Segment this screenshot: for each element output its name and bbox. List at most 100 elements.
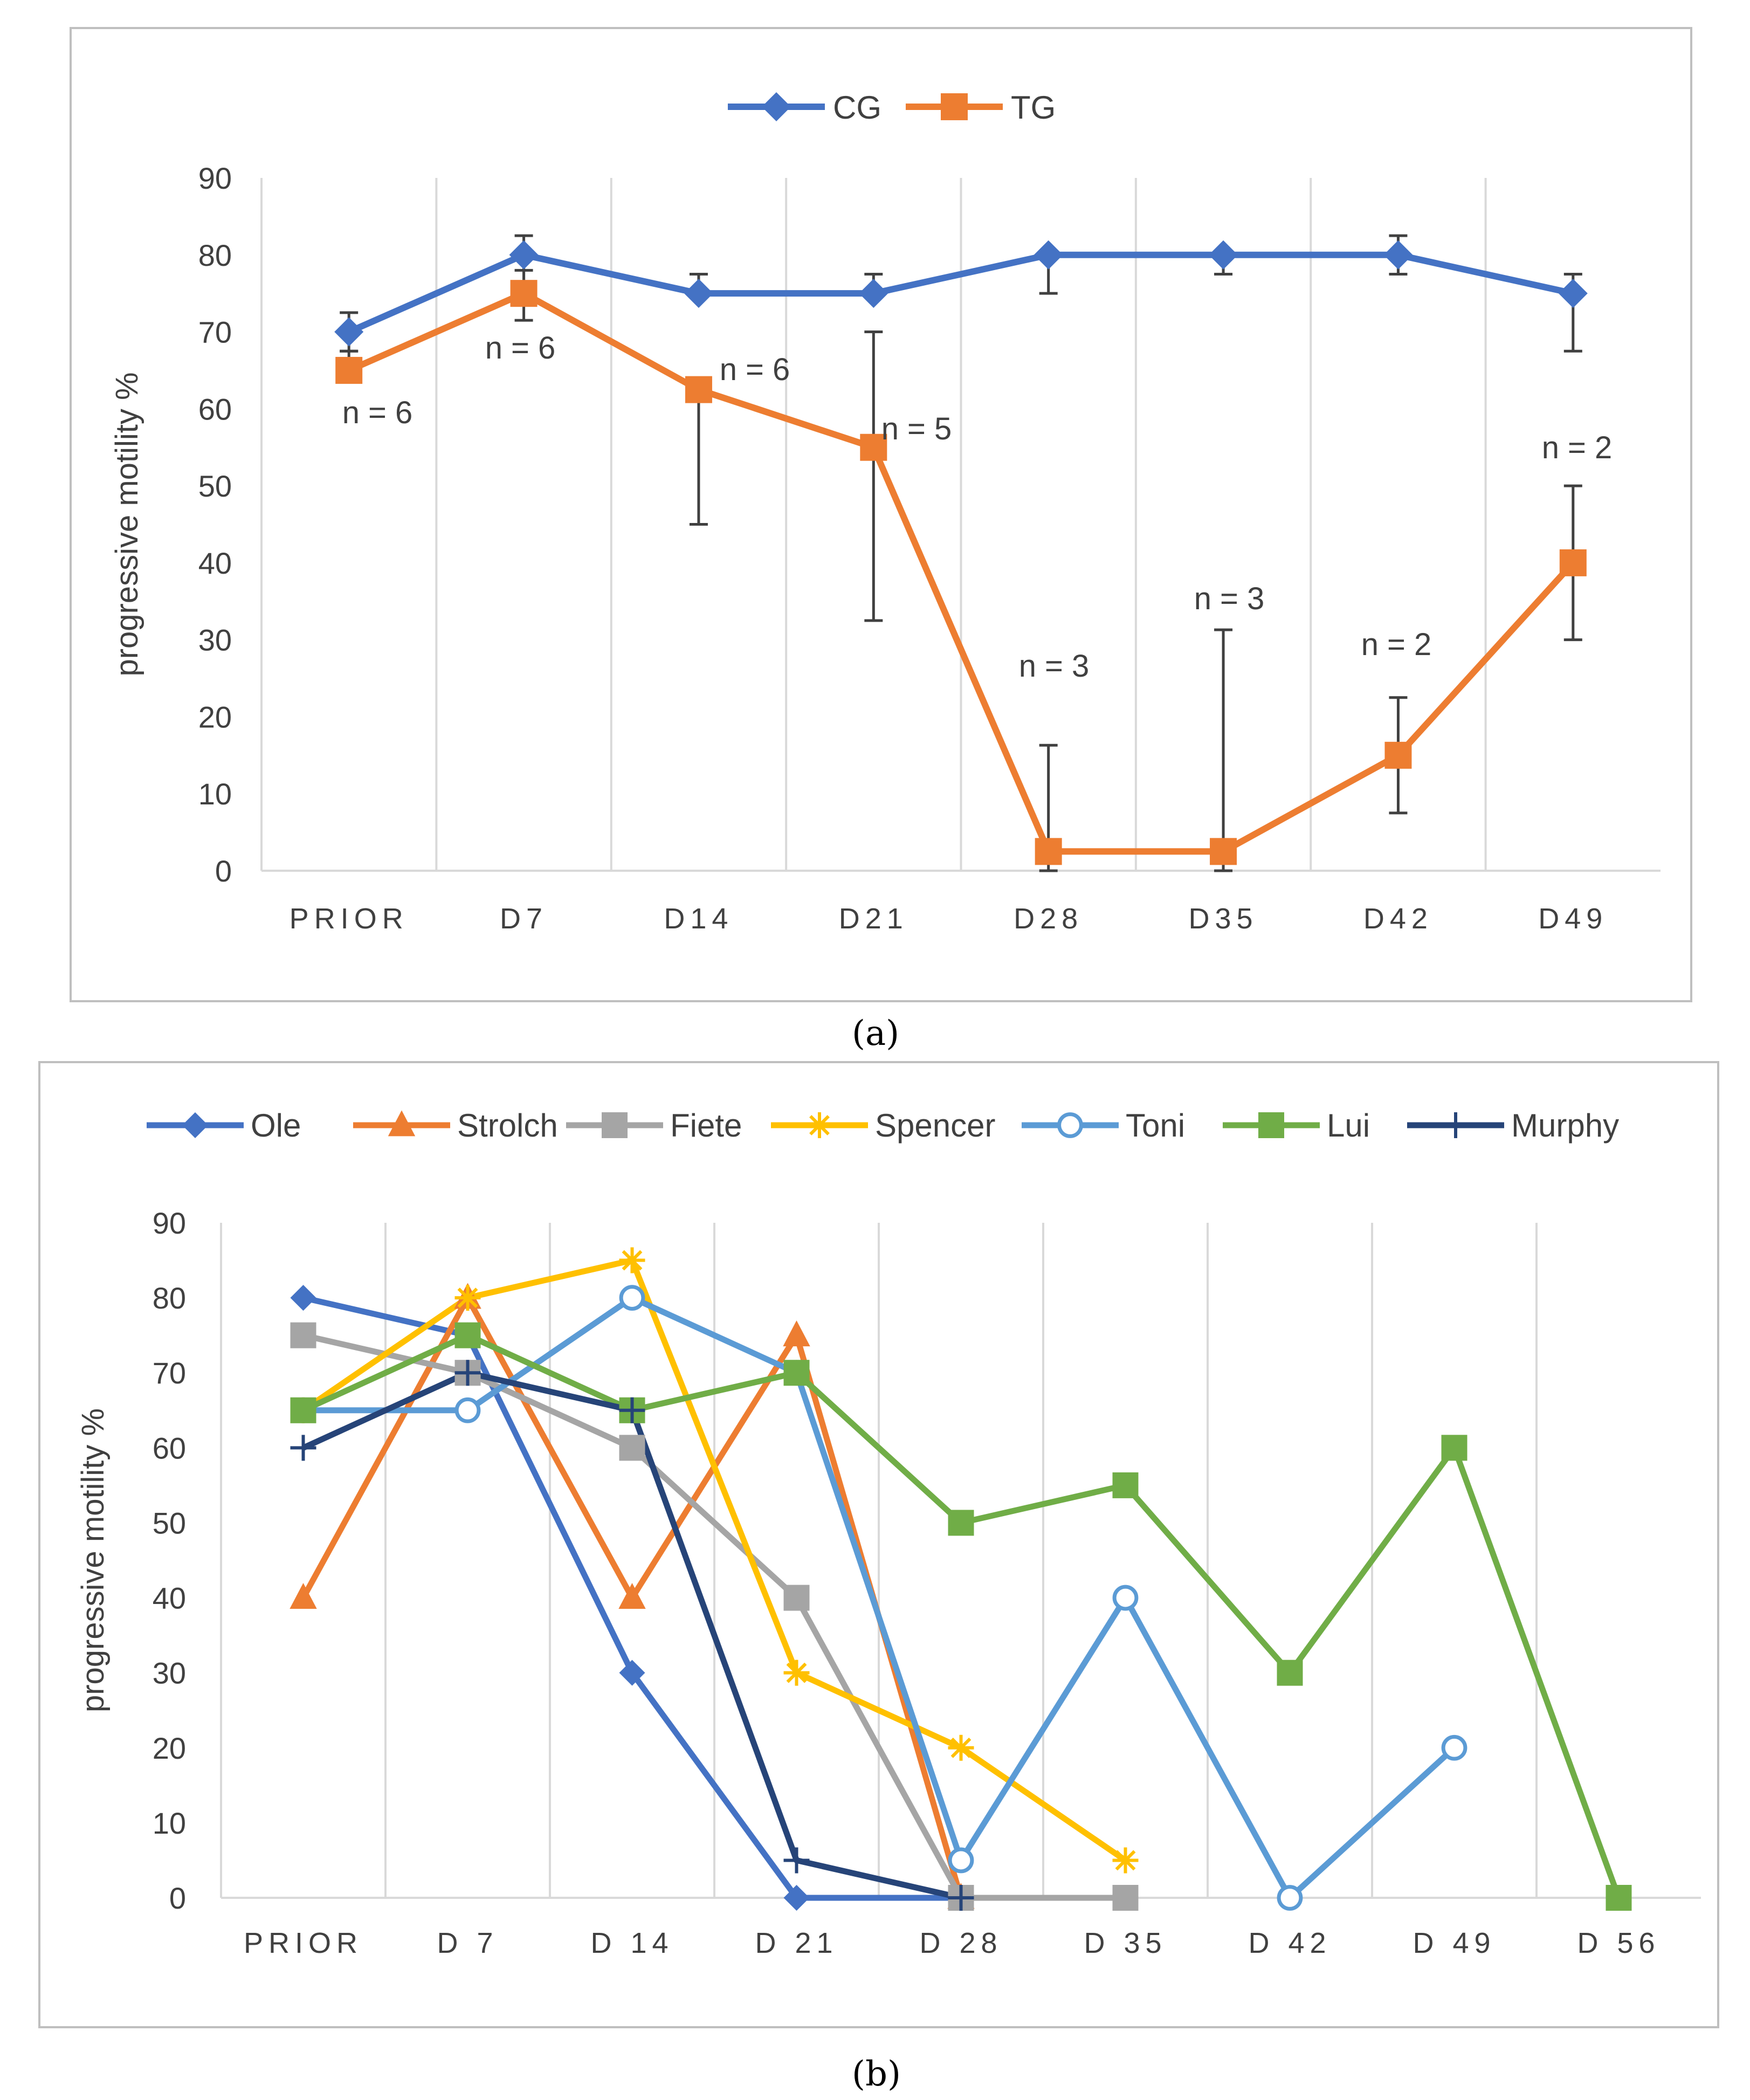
legend-label-Fiete: Fiete xyxy=(670,1107,742,1144)
legend-marker-Spencer xyxy=(807,1112,832,1138)
data-point-Toni xyxy=(1277,1885,1303,1911)
x-tick-label: D 56 xyxy=(1577,1927,1660,1959)
sample-size-annotation: n = 5 xyxy=(881,411,952,446)
y-tick-label: 50 xyxy=(198,469,232,503)
y-tick-label: 40 xyxy=(198,546,232,580)
data-point-Fiete xyxy=(619,1435,645,1461)
data-point-Spencer xyxy=(619,1247,645,1273)
data-point-Murphy xyxy=(454,1360,481,1386)
sample-size-annotation: n = 6 xyxy=(342,395,413,430)
data-point-Spencer-stroke xyxy=(1115,1850,1136,1871)
y-tick-label: 10 xyxy=(198,777,232,811)
sample-size-annotation: n = 2 xyxy=(1361,627,1432,662)
x-tick-label: D 35 xyxy=(1084,1927,1167,1959)
legend-marker-Strolch xyxy=(388,1110,416,1137)
data-point-Murphy xyxy=(290,1435,316,1461)
data-point-Lui xyxy=(1606,1885,1632,1911)
data-point-TG xyxy=(1035,838,1062,865)
y-tick-label: 80 xyxy=(153,1281,186,1315)
data-point-Strolch xyxy=(783,1320,810,1347)
data-point-Lui xyxy=(290,1397,316,1423)
legend-marker-Ole xyxy=(182,1112,208,1138)
x-tick-label: D35 xyxy=(1189,903,1258,935)
data-point-TG xyxy=(860,433,887,461)
x-tick-label: D 42 xyxy=(1248,1927,1331,1959)
legend-label-Toni: Toni xyxy=(1126,1107,1185,1144)
legend-label-Spencer: Spencer xyxy=(875,1107,995,1144)
legend: Ole Strolch Fiete Spencer Toni Lui Murphy xyxy=(147,1107,1619,1144)
data-point-Spencer-stroke xyxy=(950,1737,972,1758)
sample-size-annotation: n = 3 xyxy=(1194,581,1265,616)
data-point-Spencer xyxy=(783,1660,810,1686)
x-tick-label: D 28 xyxy=(919,1927,1002,1959)
sample-size-annotation: n = 6 xyxy=(720,352,790,387)
data-point-CG xyxy=(1034,240,1063,270)
data-point-Fiete xyxy=(1112,1885,1139,1911)
series-line-Fiete xyxy=(302,1332,1126,1901)
data-point-Ole xyxy=(619,1660,645,1686)
panel-b-label: (b) xyxy=(852,2054,901,2094)
legend-marker-Toni xyxy=(1057,1112,1083,1138)
panel-a-chart: 0 10 20 30 40 50 60 70 80 90 PRIOR D7 D14 D21 D28 D35 D4… xyxy=(109,89,1661,935)
data-point-Fiete xyxy=(783,1585,810,1611)
y-tick-label: 0 xyxy=(215,854,232,888)
data-point-CG xyxy=(859,279,888,308)
y-tick-label: 0 xyxy=(169,1881,186,1915)
x-tick-label: D14 xyxy=(664,903,733,935)
x-tick-label: D 21 xyxy=(755,1927,838,1959)
y-tick-label: 40 xyxy=(153,1581,186,1615)
data-point-TG xyxy=(335,356,363,384)
data-point-Toni xyxy=(454,1397,481,1423)
x-tick-label: D49 xyxy=(1538,903,1608,935)
x-tick-label: D 14 xyxy=(590,1927,673,1959)
y-tick-label: 70 xyxy=(153,1356,186,1390)
x-tick-label: D21 xyxy=(839,903,908,935)
x-tick-label: D7 xyxy=(500,903,548,935)
data-point-TG xyxy=(1384,741,1412,769)
y-tick-label: 20 xyxy=(198,700,232,734)
series-line-TG xyxy=(347,290,1576,855)
data-point-TG xyxy=(1559,549,1587,576)
data-point-Lui xyxy=(783,1360,810,1386)
y-axis-title: progressive motility % xyxy=(75,1408,111,1712)
data-point-Murphy xyxy=(783,1847,810,1874)
legend-marker-Spencer-stroke xyxy=(809,1115,830,1135)
data-point-Toni xyxy=(1441,1734,1467,1761)
y-tick-label: 30 xyxy=(198,623,232,657)
legend-marker-Murphy xyxy=(1443,1112,1469,1138)
legend-marker-Fiete xyxy=(602,1112,628,1138)
legend-label-CG: CG xyxy=(833,89,881,126)
legend-marker-Lui xyxy=(1258,1112,1284,1138)
sample-size-annotation: n = 3 xyxy=(1019,649,1090,684)
data-point-Murphy xyxy=(619,1397,645,1423)
panel-b-chart: 0 10 20 30 40 50 60 70 80 90 PRIOR D 7 D 14 D 21 D 28 D… xyxy=(75,1107,1701,1959)
series-line-Spencer xyxy=(301,1257,1127,1863)
legend-label-Ole: Ole xyxy=(251,1107,301,1144)
y-axis-title: progressive motility % xyxy=(109,372,144,676)
y-tick-label: 90 xyxy=(153,1206,186,1240)
y-tick-label: 60 xyxy=(153,1431,186,1465)
x-tick-label: D28 xyxy=(1014,903,1083,935)
data-point-Strolch xyxy=(290,1582,317,1609)
legend-marker-CG xyxy=(762,92,791,121)
data-point-Spencer xyxy=(454,1285,481,1311)
legend-label-Strolch: Strolch xyxy=(457,1107,558,1144)
series-line-Lui xyxy=(302,1332,1622,1899)
data-point-Strolch xyxy=(618,1582,646,1609)
x-tick-label: D 7 xyxy=(437,1927,498,1959)
y-tick-label: 80 xyxy=(198,238,232,272)
data-point-CG xyxy=(684,279,713,308)
y-tick-label: 60 xyxy=(198,392,232,426)
legend-label-Murphy: Murphy xyxy=(1511,1107,1619,1144)
data-point-Ole xyxy=(290,1285,316,1311)
series-line-CG xyxy=(347,251,1574,335)
legend: CG TG xyxy=(728,89,1056,126)
y-tick-label: 90 xyxy=(198,161,232,195)
x-tick-label: PRIOR xyxy=(244,1927,363,1959)
data-point-Spencer xyxy=(1112,1847,1139,1874)
legend-label-TG: TG xyxy=(1011,89,1056,126)
data-point-Spencer xyxy=(948,1734,974,1761)
data-point-CG xyxy=(509,240,539,270)
data-point-Spencer-stroke xyxy=(622,1250,643,1271)
